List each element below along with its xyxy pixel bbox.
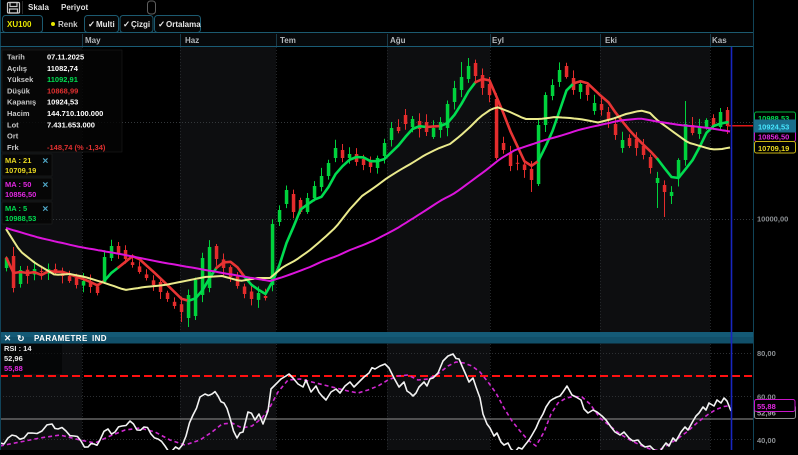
svg-text:Periyot: Periyot (61, 3, 88, 12)
svg-text:✕: ✕ (42, 181, 49, 190)
svg-text:11092,91: 11092,91 (47, 75, 78, 84)
svg-text:Eyl: Eyl (492, 36, 504, 45)
svg-text:PARAMETRE: PARAMETRE (34, 334, 88, 343)
svg-text:10988,53: 10988,53 (758, 114, 789, 123)
svg-text:40,00: 40,00 (757, 436, 776, 445)
svg-text:144.710.100.000: 144.710.100.000 (47, 109, 103, 118)
svg-text:✓: ✓ (88, 19, 95, 29)
svg-text:11082,74: 11082,74 (47, 64, 79, 73)
svg-text:May: May (85, 36, 101, 45)
svg-text:10924,53: 10924,53 (758, 123, 789, 132)
svg-text:Renk: Renk (58, 20, 78, 29)
svg-text:Frk: Frk (7, 143, 20, 152)
svg-text:MA : 50: MA : 50 (5, 180, 31, 189)
svg-text:55,88: 55,88 (757, 402, 776, 411)
svg-text:RSI : 14: RSI : 14 (4, 344, 32, 353)
svg-text:IND: IND (92, 334, 107, 343)
svg-text:10924,53: 10924,53 (47, 98, 78, 107)
svg-text:✕: ✕ (4, 333, 11, 343)
svg-text:52,96: 52,96 (4, 354, 23, 363)
svg-text:-148,74 (% -1,34): -148,74 (% -1,34) (47, 143, 106, 152)
svg-text:✕: ✕ (42, 205, 49, 214)
svg-text:10988,53: 10988,53 (5, 214, 36, 223)
svg-text:Hacim: Hacim (7, 109, 30, 118)
svg-text:Ağu: Ağu (390, 36, 406, 45)
svg-text:MA : 21: MA : 21 (5, 156, 31, 165)
svg-text:Haz: Haz (185, 36, 199, 45)
svg-text:MA : 5: MA : 5 (5, 204, 27, 213)
svg-text:10868,99: 10868,99 (47, 86, 78, 95)
svg-text:55,88: 55,88 (4, 364, 23, 373)
svg-text:XU100: XU100 (7, 20, 32, 29)
svg-text:10000,00: 10000,00 (757, 215, 788, 224)
svg-text:Ortalama: Ortalama (166, 20, 201, 29)
svg-text:Düşük: Düşük (7, 86, 31, 95)
svg-text:10709,19: 10709,19 (758, 144, 789, 153)
svg-text:Ort: Ort (7, 132, 19, 141)
svg-text:80,00: 80,00 (757, 349, 776, 358)
svg-text:Lot: Lot (7, 120, 19, 129)
svg-text:10856,50: 10856,50 (758, 133, 789, 142)
svg-text:✕: ✕ (42, 157, 49, 166)
svg-text:✓: ✓ (158, 19, 165, 29)
svg-text:Tem: Tem (280, 36, 296, 45)
svg-text:Kapanış: Kapanış (7, 98, 36, 107)
svg-text:60,00: 60,00 (757, 393, 776, 402)
svg-text:52,96: 52,96 (757, 409, 776, 418)
svg-text:Açılış: Açılış (7, 64, 27, 73)
svg-text:↻: ↻ (17, 334, 25, 344)
svg-text:Skala: Skala (28, 3, 49, 12)
svg-text:Kas: Kas (712, 36, 727, 45)
svg-text:Çizgi: Çizgi (131, 20, 150, 29)
svg-text:Yüksek: Yüksek (7, 75, 34, 84)
svg-text:Eki: Eki (605, 36, 617, 45)
svg-text:✓: ✓ (123, 19, 130, 29)
svg-text:Tarih: Tarih (7, 53, 25, 62)
svg-text:Multi: Multi (96, 20, 115, 29)
svg-text:10709,19: 10709,19 (5, 166, 36, 175)
svg-text:7.431.653.000: 7.431.653.000 (47, 120, 95, 129)
svg-text:07.11.2025: 07.11.2025 (47, 53, 84, 62)
svg-text:10856,50: 10856,50 (5, 190, 36, 199)
